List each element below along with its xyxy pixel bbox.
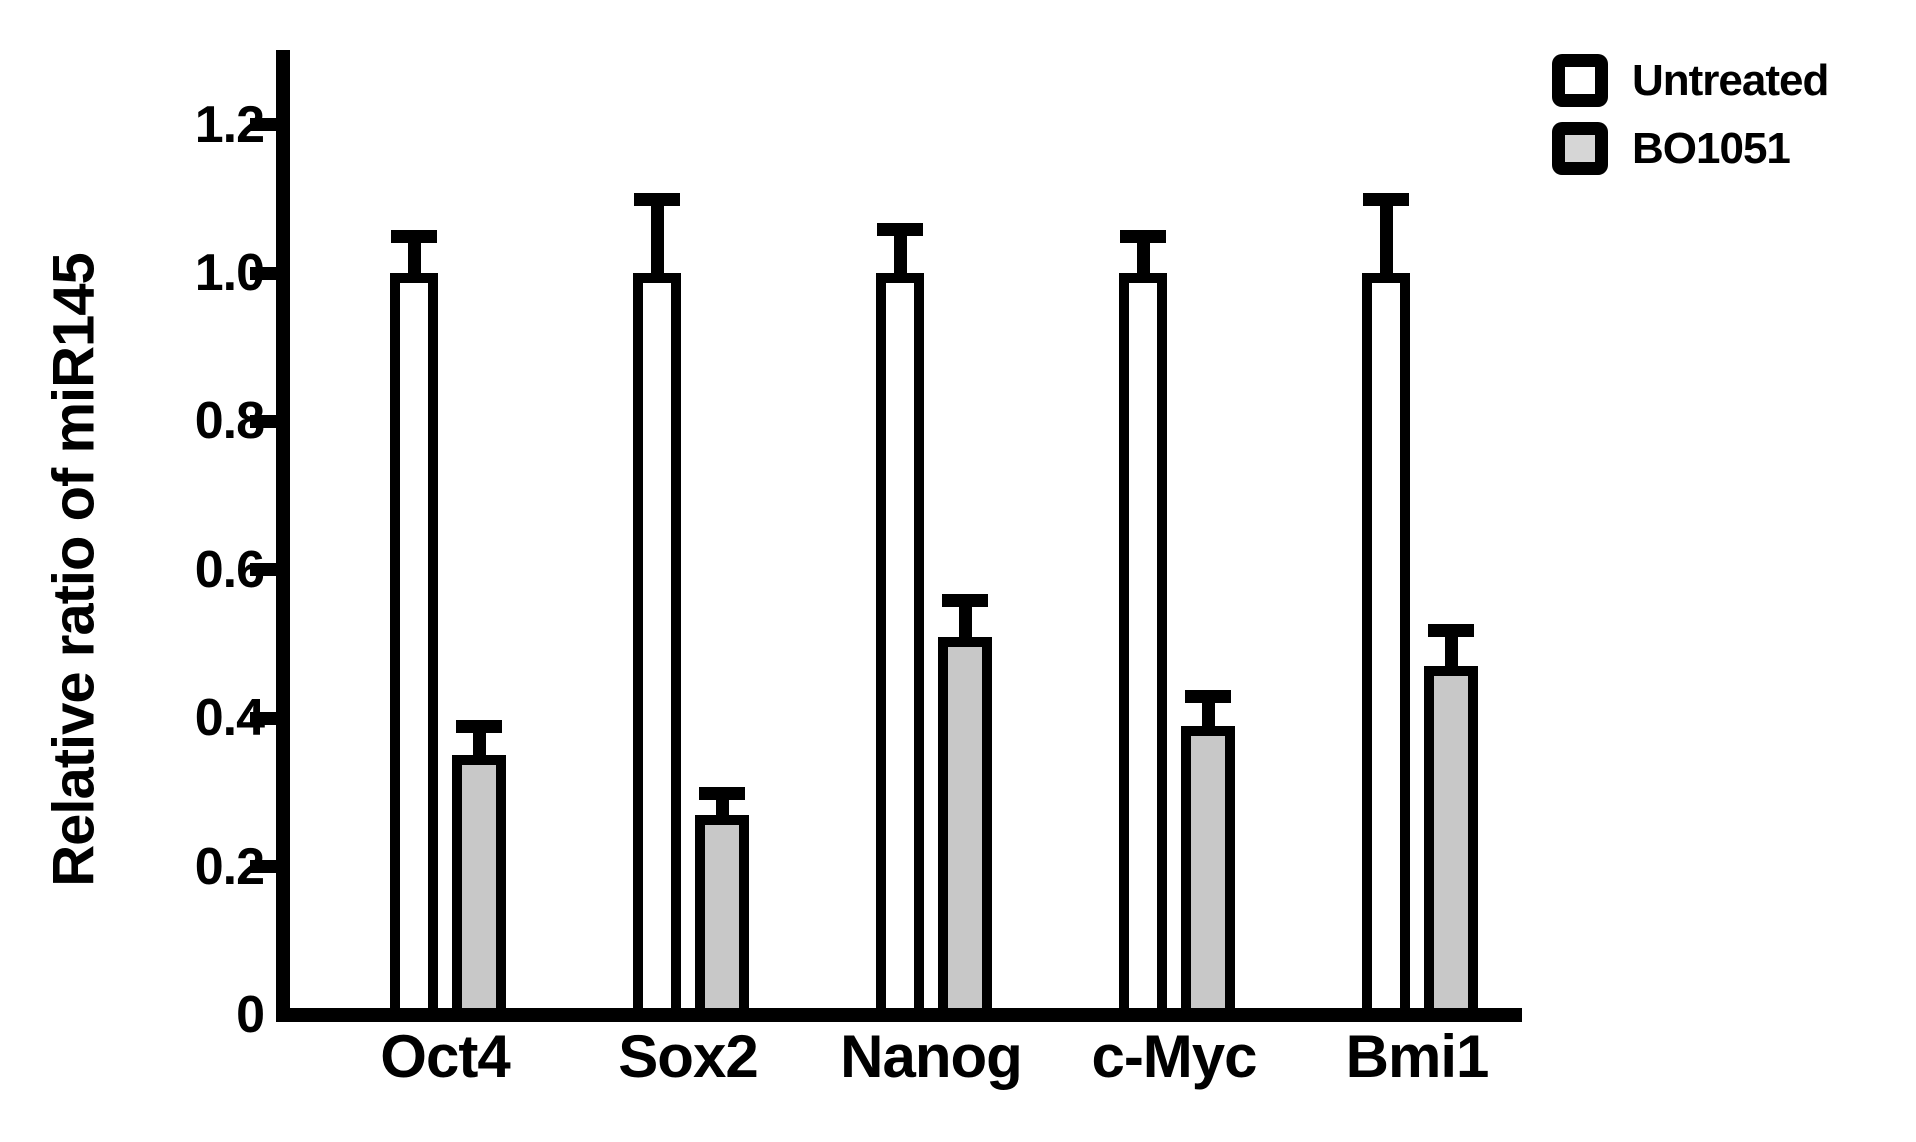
error-bar-stem xyxy=(651,203,664,277)
error-bar-stem xyxy=(1380,203,1393,277)
bar-untreated-oct4 xyxy=(390,273,438,1022)
y-tick-label: 1.2 xyxy=(194,96,265,154)
error-bar-cap xyxy=(942,594,988,607)
legend-item-untreated: Untreated xyxy=(1552,54,1829,107)
error-bar-cap xyxy=(1363,193,1409,206)
x-axis-line xyxy=(276,1008,1522,1022)
error-bar-stem xyxy=(473,730,486,759)
y-tick-label: 0 xyxy=(236,986,265,1044)
bar-untreated-c-myc xyxy=(1119,273,1167,1022)
y-tick-label: 0.4 xyxy=(194,689,265,747)
y-tick-label: 1.0 xyxy=(194,244,265,302)
x-axis-label-bmi1: Bmi1 xyxy=(1345,1023,1490,1090)
error-bar-cap xyxy=(456,720,502,733)
error-bar-cap xyxy=(1120,230,1166,243)
legend-label-untreated: Untreated xyxy=(1632,55,1829,105)
error-bar-cap xyxy=(699,787,745,800)
error-bar-stem xyxy=(408,240,421,277)
legend-swatch-bo1051 xyxy=(1552,122,1608,175)
y-tick-label: 0.2 xyxy=(194,838,265,896)
x-axis-label-c-myc: c-Myc xyxy=(1091,1023,1257,1090)
bar-bo1051-c-myc xyxy=(1181,726,1235,1022)
error-bar-cap xyxy=(634,193,680,206)
y-tick-label: 0.8 xyxy=(194,392,265,450)
error-bar-stem xyxy=(716,797,729,819)
bar-untreated-bmi1 xyxy=(1362,273,1410,1022)
x-axis-label-nanog: Nanog xyxy=(840,1023,1023,1090)
error-bar-stem xyxy=(1137,240,1150,277)
bar-untreated-nanog xyxy=(876,273,924,1022)
y-tick xyxy=(250,860,276,873)
bar-bo1051-sox2 xyxy=(695,815,749,1022)
y-axis-line xyxy=(276,50,290,1022)
x-axis-label-oct4: Oct4 xyxy=(380,1023,510,1090)
y-tick xyxy=(250,712,276,725)
y-tick xyxy=(250,415,276,428)
bar-bo1051-oct4 xyxy=(452,755,506,1022)
legend-label-bo1051: BO1051 xyxy=(1632,123,1791,173)
bar-bo1051-bmi1 xyxy=(1424,666,1478,1022)
error-bar-cap xyxy=(877,223,923,236)
error-bar-stem xyxy=(959,604,972,641)
error-bar-cap xyxy=(391,230,437,243)
y-tick xyxy=(250,118,276,131)
error-bar-cap xyxy=(1185,690,1231,703)
legend-item-bo1051: BO1051 xyxy=(1552,122,1828,175)
y-tick xyxy=(250,563,276,576)
bar-untreated-sox2 xyxy=(633,273,681,1022)
error-bar-stem xyxy=(1202,700,1215,729)
y-tick xyxy=(250,267,276,280)
y-tick-label: 0.6 xyxy=(194,541,265,599)
x-axis-label-sox2: Sox2 xyxy=(618,1023,758,1090)
error-bar-stem xyxy=(1445,634,1458,671)
error-bar-cap xyxy=(1428,624,1474,637)
legend: Untreated BO1051 xyxy=(1552,54,1829,175)
bar-bo1051-nanog xyxy=(938,637,992,1022)
error-bar-stem xyxy=(894,233,907,277)
legend-swatch-untreated xyxy=(1552,54,1608,107)
